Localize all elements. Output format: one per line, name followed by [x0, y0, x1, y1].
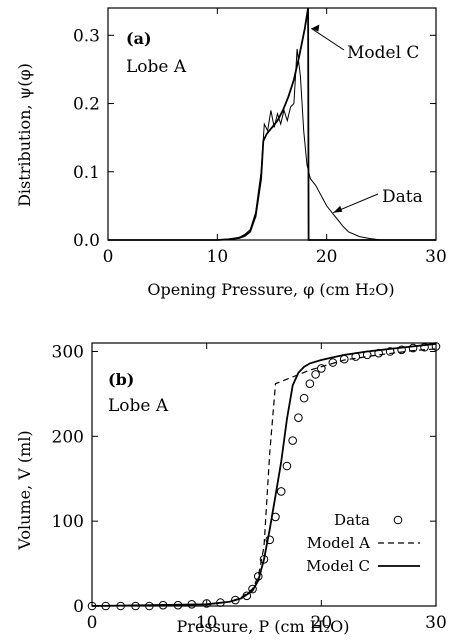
- panel-b-data-point: [317, 364, 326, 373]
- panel-b-label: (b): [108, 370, 134, 389]
- panel-a-data-label: Data: [382, 187, 423, 207]
- panel-b-data-point: [288, 436, 297, 445]
- panel-b-y-tick-label: 0: [73, 597, 84, 617]
- panel-a-model-c-line: [108, 7, 436, 241]
- panel-b-lobe-annotation: Lobe A: [108, 396, 169, 416]
- panel-b-data-point: [420, 342, 429, 352]
- panel-b-legend-label: Data: [334, 511, 370, 529]
- panel-b-x-tick-label: 10: [196, 613, 218, 633]
- panel-b-data-point: [397, 345, 406, 355]
- panel-a-x-axis-title: Opening Pressure, φ (cm H₂O): [147, 280, 394, 299]
- panel-b-data-point: [248, 584, 257, 594]
- panel-b-y-tick-label: 100: [52, 512, 84, 532]
- panel-a-lobe-annotation: Lobe A: [126, 57, 187, 77]
- panel-a-y-tick-label: 0.2: [73, 95, 100, 115]
- panel-a-data-line: [108, 48, 436, 241]
- panel-b-data-point: [265, 535, 275, 545]
- panel-b-legend-label: Model A: [307, 534, 370, 552]
- panel-a-y-tick-label: 0.1: [73, 163, 100, 183]
- panel-a: 0 10 20 30 0.0 0.1 0.2 0.3 (a) Lobe A Opening P…: [15, 7, 447, 299]
- panel-b-data-point: [311, 370, 320, 379]
- panel-a-x-tick-label: 10: [207, 247, 229, 267]
- panel-b-model-a-line: [91, 348, 437, 607]
- panel-b-data-point: [408, 343, 418, 353]
- panel-a-label: (a): [126, 29, 152, 48]
- panel-b-data-point: [276, 487, 286, 496]
- panel-a-model-c-arrow: [311, 28, 345, 51]
- panel-b-legend-label: Model C: [306, 557, 370, 575]
- panel-a-plot-area: 0 10 20 30 0.0 0.1 0.2 0.3: [73, 7, 447, 267]
- panel-a-data-arrowhead: [333, 205, 343, 213]
- panel-a-model-c-arrowhead: [311, 24, 320, 32]
- panel-b-data-point: [294, 413, 303, 422]
- panel-b-data-point: [231, 595, 240, 605]
- panel-b-data-point: [328, 358, 338, 367]
- panel-b-data-point: [385, 347, 395, 356]
- panel-b-y-tick-label: 300: [52, 342, 84, 362]
- panel-b-legend-data-symbol: [393, 515, 403, 525]
- panel-b-x-tick-label: 0: [87, 613, 98, 633]
- panel-a-y-axis-title: Distribution, ψ(φ): [15, 63, 34, 207]
- panel-b-data-point: [299, 393, 309, 403]
- panel-b-x-axis-title: Pressure, P (cm H₂O): [177, 617, 350, 636]
- panel-b-y-tick-label: 200: [52, 427, 84, 447]
- panel-b-model-c-line: [91, 342, 437, 607]
- panel-b-x-tick-label: 30: [425, 613, 447, 633]
- panel-b-x-tick-label: 20: [311, 613, 333, 633]
- panel-a-model-c-label: Model C: [347, 43, 419, 63]
- panel-b-legend: Data Model A Model C: [306, 511, 420, 575]
- panel-a-x-tick-label: 30: [425, 247, 447, 267]
- panel-a-x-tick-label: 0: [103, 247, 114, 267]
- panel-a-axes-frame: [107, 7, 437, 241]
- panel-b-y-axis-title: Volume, V (ml): [15, 430, 34, 550]
- panel-a-y-tick-label: 0.0: [73, 231, 100, 251]
- panel-b-data-point: [339, 354, 349, 364]
- panel-b-data-point: [431, 342, 441, 351]
- panel-a-x-tick-label: 20: [316, 247, 338, 267]
- panel-b-data-point: [282, 461, 292, 471]
- panel-b-data-point: [305, 379, 315, 389]
- panel-b-axes-frame: [91, 342, 437, 607]
- panel-a-y-tick-label: 0.3: [73, 26, 100, 46]
